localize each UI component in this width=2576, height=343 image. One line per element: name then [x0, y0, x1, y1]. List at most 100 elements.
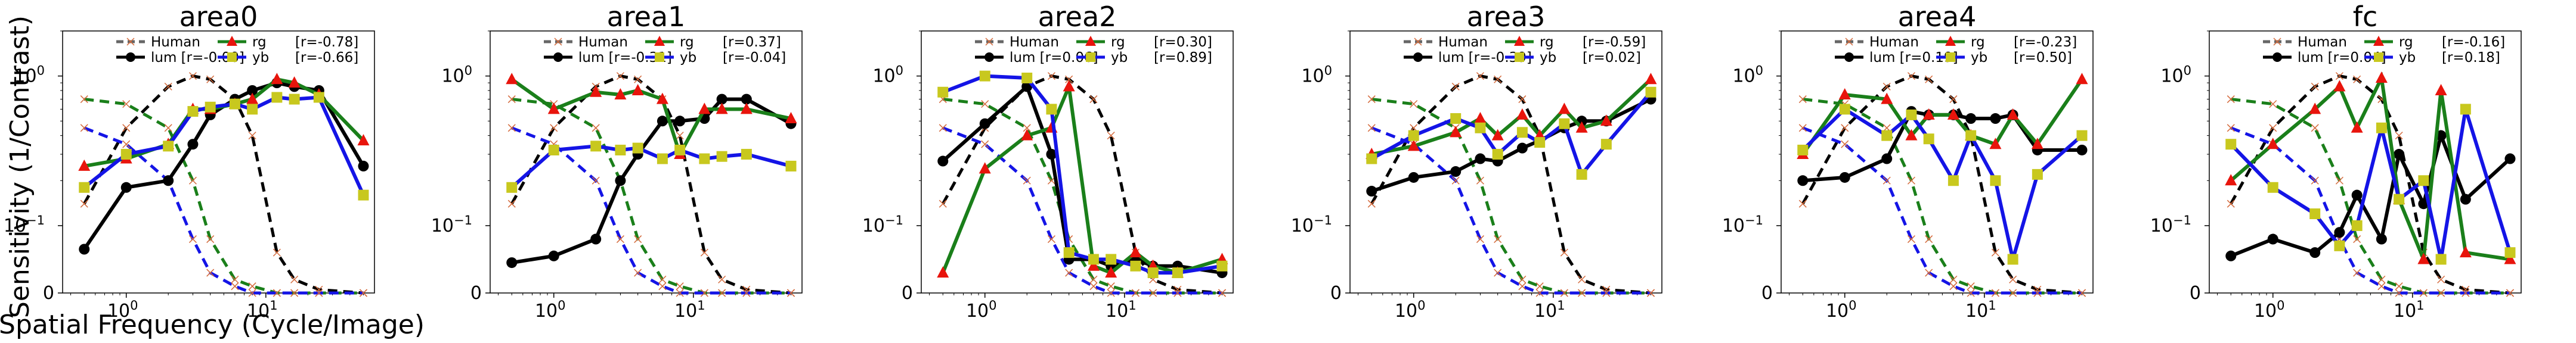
series-rg-point	[1947, 108, 1959, 120]
series-yb-point	[229, 98, 240, 110]
legend: Human rg [r=-0.59]lum [r=-0.39] yb [r=0.02]	[1404, 35, 1646, 66]
human-yb-marker	[1602, 289, 1611, 297]
human-lum-marker	[188, 72, 197, 80]
human-yb-marker	[122, 140, 131, 148]
series-lum-point	[1516, 142, 1528, 154]
x-tick-label: 100	[107, 298, 138, 322]
series-rg-point	[1474, 112, 1487, 124]
series-rg-point	[698, 102, 711, 114]
human-lum-marker	[507, 199, 516, 208]
human-yb-marker	[1065, 269, 1073, 277]
x-tick-label: 100	[1826, 298, 1857, 322]
series-yb-point	[1492, 149, 1503, 160]
human-yb-marker	[2419, 289, 2428, 297]
human-lum-marker	[616, 72, 624, 80]
human-rg-marker	[164, 124, 172, 132]
series-yb-point	[1063, 247, 1075, 258]
series-yb-point	[247, 104, 258, 115]
human-yb-marker	[1518, 282, 1527, 291]
series-lum-point	[1881, 153, 1893, 164]
series-lum-point	[2309, 247, 2321, 258]
series-yb-point	[2267, 182, 2278, 193]
legend-lum-marker	[126, 52, 135, 62]
human-rg-marker	[122, 100, 131, 108]
human-lum-marker	[718, 275, 726, 283]
legend-human-label: Human	[1869, 35, 1919, 50]
human-lum-marker	[550, 124, 558, 132]
series-yb-point	[2334, 240, 2345, 251]
series-lum-point	[716, 93, 727, 105]
series-yb-point	[289, 93, 300, 105]
series-yb-line	[83, 95, 366, 196]
y-tick-label: 100	[2160, 64, 2191, 87]
legend-yb-r: [r=0.18]	[2442, 50, 2500, 66]
legend: Human rg [r=-0.23]lum [r=0.19] yb [r=0.50]	[1835, 35, 2077, 66]
series-yb-point	[205, 101, 216, 113]
human-yb-marker	[1023, 176, 1031, 185]
legend-yb-marker	[1515, 52, 1524, 62]
series-yb-point	[2351, 220, 2363, 231]
human-lum-marker	[273, 248, 281, 257]
series-yb-point	[1021, 72, 1033, 83]
legend-yb-label: yb	[1540, 50, 1556, 66]
legend-yb-label: yb	[252, 50, 269, 66]
series-yb-point	[1797, 144, 1809, 155]
human-yb-marker	[2395, 289, 2403, 297]
series-rg-point	[506, 73, 518, 85]
series-yb-point	[1475, 122, 1486, 133]
human-yb-curve	[511, 126, 791, 295]
series-rg-point	[246, 92, 259, 104]
series-rg-point	[1838, 88, 1851, 100]
series-yb-point	[937, 86, 949, 98]
human-lum-marker	[1925, 75, 1933, 83]
human-rg-marker	[1089, 275, 1098, 283]
human-yb-marker	[1646, 289, 1655, 297]
human-rg-marker	[634, 235, 642, 244]
human-yb-marker	[981, 140, 989, 148]
human-rg-marker	[206, 235, 215, 244]
human-rg-marker	[676, 282, 684, 291]
series-lum-point	[1475, 153, 1486, 164]
series-rg-point	[1922, 108, 1935, 120]
series-lum-point	[506, 257, 518, 269]
legend-rg-marker	[1945, 36, 1956, 46]
legend-human-marker	[1414, 38, 1422, 46]
series-lum-point	[1046, 149, 1057, 160]
series-rg-point	[1989, 138, 2002, 149]
human-rg-marker	[592, 124, 600, 132]
human-yb-marker	[1174, 289, 1182, 297]
human-yb-marker	[1494, 269, 1502, 277]
series-yb-point	[1046, 104, 1057, 115]
series-lum-point	[1797, 175, 1809, 186]
series-rg-point	[1516, 108, 1528, 120]
legend-human-marker	[985, 38, 993, 46]
human-yb-marker	[1476, 235, 1484, 244]
series-rg-point	[1129, 246, 1142, 258]
series-rg-point	[2007, 108, 2019, 120]
series-yb-point	[1172, 267, 1183, 279]
legend-human-marker	[126, 38, 135, 46]
series-yb-point	[1450, 113, 1462, 124]
human-rg-marker	[80, 95, 88, 104]
axes-frame	[1349, 30, 1662, 294]
y-tick-label: 0	[43, 283, 54, 304]
human-yb-marker	[2377, 282, 2386, 291]
series-lum-point	[187, 139, 199, 150]
series-rg-point	[785, 112, 797, 124]
series-yb-point	[615, 144, 626, 155]
series-lum-point	[1408, 172, 1419, 183]
series-yb-point	[1130, 260, 1141, 272]
human-lum-marker	[80, 199, 88, 208]
human-yb-marker	[676, 289, 684, 297]
series-rg-point	[547, 102, 560, 114]
series-lum-point	[741, 93, 752, 105]
series-yb-point	[120, 149, 132, 160]
legend-lum-marker	[984, 52, 994, 62]
axes-frame	[490, 30, 803, 294]
series-lum-point	[2334, 227, 2345, 238]
x-tick-label: 101	[2394, 298, 2425, 322]
human-yb-marker	[290, 289, 299, 297]
series-lum-point	[548, 250, 559, 261]
legend: Human rg [r=0.30]lum [r=0.06] yb [r=0.89]	[975, 35, 1212, 66]
